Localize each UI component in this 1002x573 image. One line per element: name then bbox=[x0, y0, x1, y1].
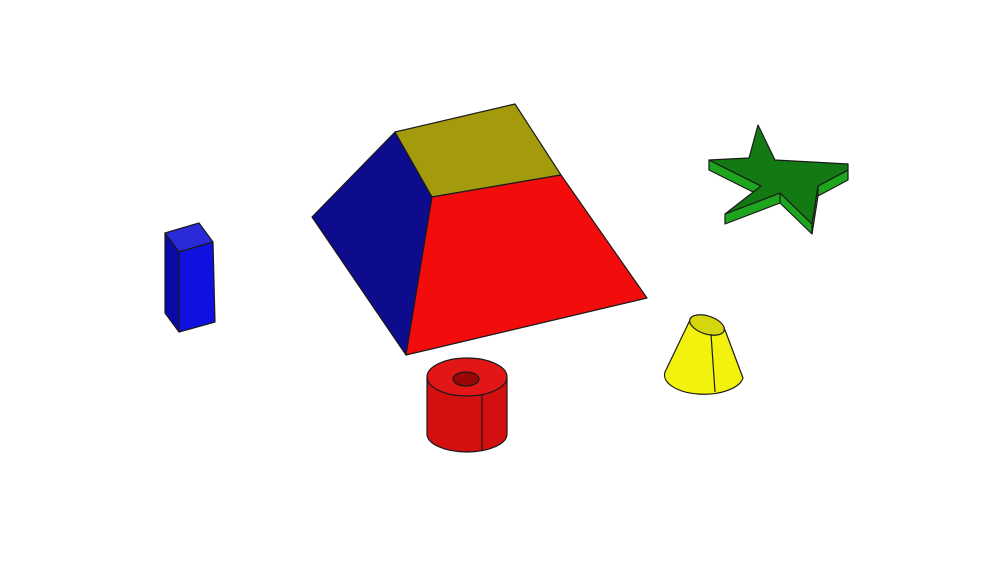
frustum-front-face bbox=[405, 174, 648, 356]
red-tube-body bbox=[426, 376, 508, 453]
blue-box-front bbox=[178, 241, 216, 333]
frustum-pyramid bbox=[311, 103, 648, 356]
blue-box bbox=[164, 222, 216, 333]
yellow-cone-top bbox=[689, 314, 725, 336]
red-tube-hole bbox=[452, 371, 480, 387]
yellow-cone bbox=[663, 314, 744, 395]
red-tube bbox=[426, 357, 508, 453]
green-star bbox=[708, 124, 849, 235]
yellow-cone-body bbox=[663, 319, 744, 395]
yellow-cone-seam bbox=[710, 333, 716, 393]
green-star-top bbox=[708, 124, 849, 225]
